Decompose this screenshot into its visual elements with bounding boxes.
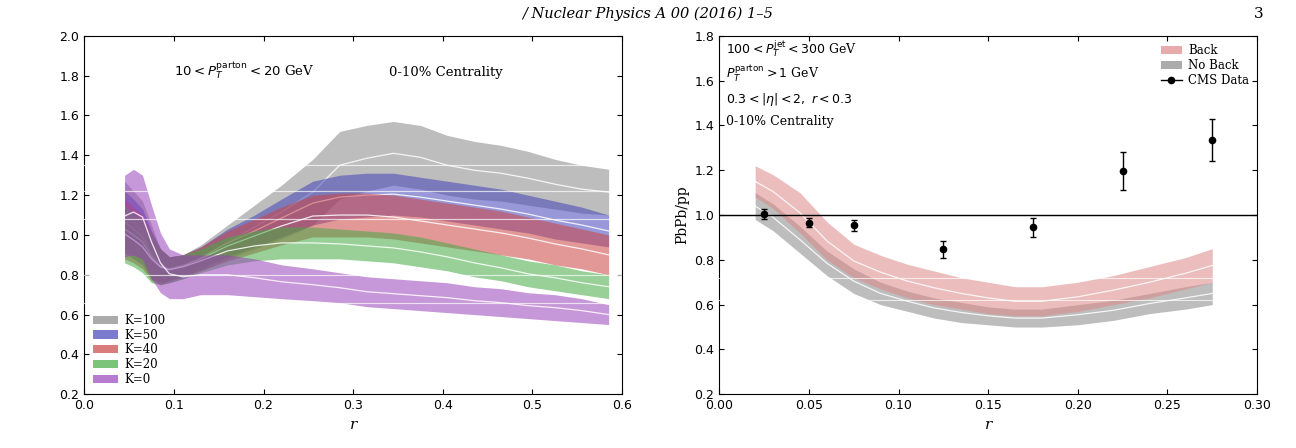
- Text: $100 < P_T^{\rm jet} < 300$ GeV: $100 < P_T^{\rm jet} < 300$ GeV: [727, 38, 858, 59]
- Legend: K=100, K=50, K=40, K=20, K=0: K=100, K=50, K=40, K=20, K=0: [91, 311, 168, 388]
- Text: $0.3 < |\eta| < 2,\ r < 0.3$: $0.3 < |\eta| < 2,\ r < 0.3$: [727, 91, 853, 108]
- Text: 0-10% Centrality: 0-10% Centrality: [727, 116, 835, 129]
- Text: 3: 3: [1255, 7, 1264, 21]
- X-axis label: r: r: [985, 418, 991, 432]
- Y-axis label: PbPb/pp: PbPb/pp: [675, 186, 689, 244]
- Text: $10 < P_T^{\rm parton} < 20$ GeV: $10 < P_T^{\rm parton} < 20$ GeV: [174, 60, 315, 82]
- Text: 0-10% Centrality: 0-10% Centrality: [389, 66, 503, 79]
- Text: $P_T^{\rm parton} > 1$ GeV: $P_T^{\rm parton} > 1$ GeV: [727, 64, 820, 84]
- Text: / Nuclear Physics A 00 (2016) 1–5: / Nuclear Physics A 00 (2016) 1–5: [522, 7, 774, 21]
- Legend: Back, No Back, CMS Data: Back, No Back, CMS Data: [1159, 42, 1251, 89]
- X-axis label: r: r: [350, 418, 356, 432]
